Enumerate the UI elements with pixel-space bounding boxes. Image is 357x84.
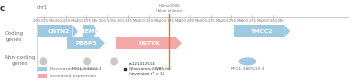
Text: 203.025 Mb: 203.025 Mb — [33, 19, 55, 23]
Bar — [38, 74, 47, 78]
Text: 203.225 Mb: 203.225 Mb — [200, 19, 221, 23]
Polygon shape — [72, 25, 79, 37]
Bar — [235, 25, 284, 37]
Bar — [66, 37, 99, 49]
Text: Increased expression: Increased expression — [50, 74, 96, 78]
Polygon shape — [284, 25, 291, 37]
Bar — [116, 37, 176, 49]
Text: Non-coding
genes: Non-coding genes — [4, 55, 36, 66]
Text: RP11-38DG10.3: RP11-38DG10.3 — [230, 67, 265, 71]
Text: chr1: chr1 — [37, 5, 48, 10]
Text: 203.050 Mb: 203.050 Mb — [55, 19, 77, 23]
Text: 203.300 Mb: 203.300 Mb — [262, 19, 283, 23]
Text: CNTN2: CNTN2 — [47, 29, 69, 34]
Text: rs121412514
Glaucoma-GWAS hit
(inversion r² = 1): rs121412514 Glaucoma-GWAS hit (inversion… — [129, 62, 171, 76]
Polygon shape — [94, 25, 97, 37]
Text: 203.275 Mb: 203.275 Mb — [241, 19, 263, 23]
Text: 203.075 Mb: 203.075 Mb — [76, 19, 97, 23]
Text: c: c — [0, 4, 5, 13]
Text: TMEM81: TMEM81 — [76, 29, 104, 34]
Ellipse shape — [40, 57, 47, 65]
Text: PBBP5: PBBP5 — [75, 41, 96, 46]
Text: Decreased expression: Decreased expression — [50, 67, 98, 71]
Text: HsInv0006
(blue inlines): HsInv0006 (blue inlines) — [156, 4, 183, 13]
Text: TMCC2: TMCC2 — [251, 29, 274, 34]
Ellipse shape — [83, 57, 91, 65]
Ellipse shape — [110, 57, 118, 65]
Bar — [38, 25, 72, 37]
Text: 203.250 Mb: 203.250 Mb — [221, 19, 242, 23]
Text: 203.150 Mb: 203.150 Mb — [138, 19, 160, 23]
Text: RP11-53BL3.4: RP11-53BL3.4 — [72, 67, 102, 71]
Polygon shape — [176, 37, 182, 49]
Text: 203.125 Mb: 203.125 Mb — [117, 19, 139, 23]
Text: 203.200 Mb: 203.200 Mb — [179, 19, 201, 23]
Text: Coding
genes: Coding genes — [4, 31, 24, 42]
Text: 203.175 Mb: 203.175 Mb — [159, 19, 180, 23]
Ellipse shape — [239, 57, 256, 65]
Bar — [82, 25, 94, 37]
Text: DSTYK: DSTYK — [138, 41, 160, 46]
Text: 203.1 Mb: 203.1 Mb — [99, 19, 116, 23]
Polygon shape — [99, 37, 105, 49]
Bar — [38, 67, 47, 71]
